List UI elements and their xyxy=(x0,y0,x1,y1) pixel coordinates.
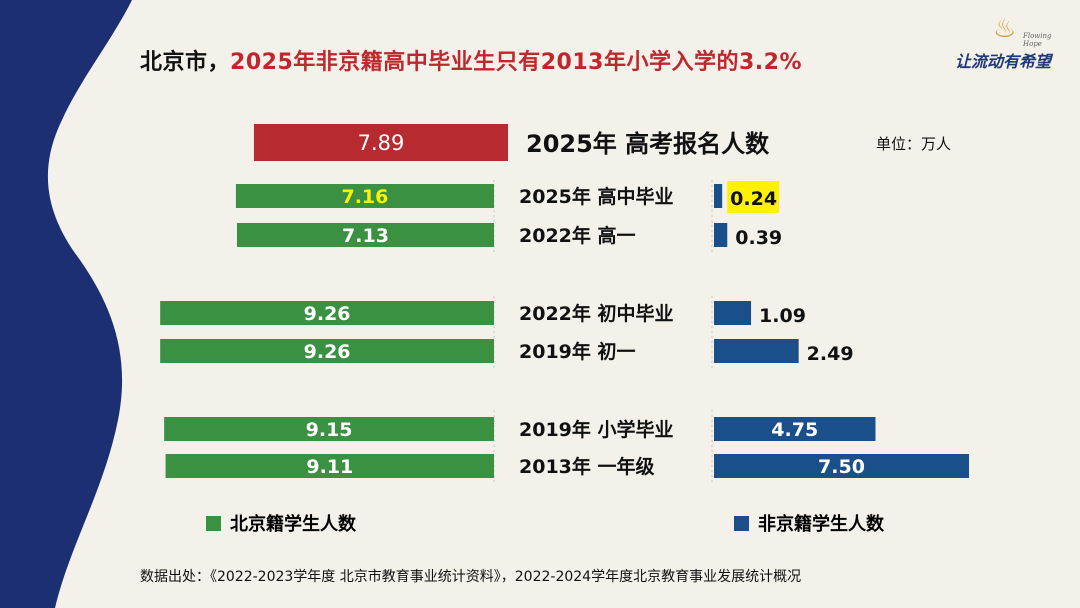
category-label: 2019年 初一 xyxy=(519,340,636,363)
nonbeijing-bar xyxy=(714,339,799,363)
nonbeijing-bar xyxy=(714,301,752,325)
beijing-bar-label: 9.26 xyxy=(304,341,351,363)
legend-nonbeijing-swatch xyxy=(734,515,749,531)
category-label: 2013年 一年级 xyxy=(519,455,655,478)
page-title: 北京市，2025年非京籍高中毕业生只有2013年小学入学的3.2% xyxy=(140,44,802,76)
beijing-bar xyxy=(236,223,494,247)
data-source: 数据出处：《2022-2023学年度 北京市教育事业统计资料》，2022-202… xyxy=(140,569,802,585)
nonbeijing-bar-label: 4.75 xyxy=(771,419,818,441)
nonbeijing-bar xyxy=(714,417,876,441)
title-highlight: 2025年非京籍高中毕业生只有2013年小学入学的3.2% xyxy=(230,50,802,75)
brand-logo: ♨ Flowing Hope 让流动有希望 xyxy=(955,14,1065,74)
nonbeijing-bar-label: 0.39 xyxy=(735,227,782,249)
nonbeijing-bar-label: 0.24 xyxy=(730,188,777,210)
header-bar xyxy=(253,124,508,161)
logo-small-text: Flowing Hope xyxy=(1023,32,1052,48)
category-label: 2025年 高中毕业 xyxy=(519,185,674,208)
beijing-bar xyxy=(235,184,494,208)
nonbeijing-bar xyxy=(714,454,969,478)
category-label: 2019年 小学毕业 xyxy=(519,418,674,441)
unit-label: 单位：万人 xyxy=(876,135,952,153)
category-label: 2022年 高一 xyxy=(519,224,636,247)
beijing-bar-label: 9.26 xyxy=(304,303,351,325)
nonbeijing-bar-label: 2.49 xyxy=(807,343,854,365)
nonbeijing-bar xyxy=(714,223,728,247)
legend-nonbeijing-label: 非京籍学生人数 xyxy=(758,514,884,535)
beijing-bar xyxy=(160,339,494,363)
beijing-bar xyxy=(164,417,494,441)
nonbeijing-bar-label: 7.50 xyxy=(818,456,865,478)
beijing-bar-label: 9.15 xyxy=(306,419,353,441)
title-prefix: 北京市， xyxy=(140,50,231,75)
beijing-bar-label: 9.11 xyxy=(306,456,353,478)
legend-beijing: 北京籍学生人数 xyxy=(206,510,356,536)
legend-beijing-label: 北京籍学生人数 xyxy=(230,514,356,535)
nonbeijing-bar-label: 1.09 xyxy=(759,305,806,327)
header-bar-label: 7.89 xyxy=(358,131,405,155)
torch-icon: ♨ xyxy=(993,14,1017,44)
beijing-bar-label: 7.13 xyxy=(342,225,389,247)
category-label: 2022年 初中毕业 xyxy=(519,302,674,325)
logo-text: 让流动有希望 xyxy=(955,52,1052,71)
legend-beijing-swatch xyxy=(206,515,221,531)
legend-nonbeijing: 非京籍学生人数 xyxy=(734,510,884,536)
highlight-box xyxy=(727,181,780,213)
beijing-bar xyxy=(160,301,494,325)
header-category-label: 2025年 高考报名人数 xyxy=(526,130,770,158)
nonbeijing-bar xyxy=(714,184,723,208)
beijing-bar-label: 7.16 xyxy=(341,186,388,208)
beijing-bar xyxy=(165,454,494,478)
